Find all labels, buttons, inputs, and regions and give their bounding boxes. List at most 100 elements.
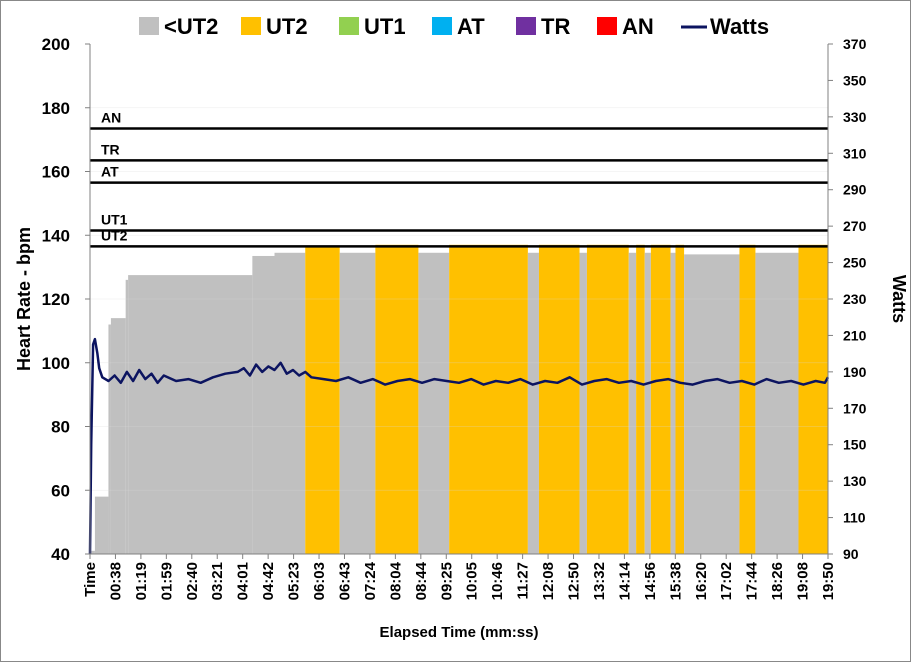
- legend: <UT2 UT2 UT1 AT TR AN Watts: [139, 14, 769, 39]
- left-tick-label: 180: [42, 99, 70, 118]
- x-tick-label: 16:20: [693, 562, 710, 600]
- hr-segment-bar: [128, 275, 253, 554]
- hr-segment-bar: [339, 252, 376, 554]
- left-tick-label: 140: [42, 226, 70, 245]
- x-tick-label: 13:32: [591, 562, 608, 600]
- legend-label: UT1: [364, 14, 406, 39]
- zone-label: AT: [101, 164, 119, 180]
- x-tick-label: 10:46: [489, 562, 506, 600]
- x-tick-label: 15:38: [667, 562, 684, 600]
- x-tick-label: 10:05: [464, 562, 481, 600]
- right-tick-label: 190: [843, 364, 867, 380]
- right-tick-label: 310: [843, 145, 867, 161]
- hr-segment-bar: [636, 244, 645, 554]
- zone-label: UT1: [101, 211, 128, 227]
- zone-label: AN: [101, 109, 121, 125]
- x-tick-label: 12:50: [566, 562, 583, 600]
- y-axis-right-title: Watts: [889, 275, 909, 323]
- x-tick-label: 17:44: [744, 561, 761, 600]
- x-tick-label: 19:50: [820, 562, 837, 600]
- x-tick-label: 06:43: [336, 562, 353, 600]
- hr-segment-bar: [684, 254, 740, 554]
- legend-label: TR: [541, 14, 570, 39]
- hr-segment-bar: [305, 246, 340, 554]
- x-tick-label: 08:44: [413, 561, 430, 600]
- left-tick-label: 100: [42, 354, 70, 373]
- legend-label: Watts: [710, 14, 769, 39]
- x-tick-label: 04:42: [260, 562, 277, 600]
- x-tick-label: 00:38: [107, 562, 124, 600]
- x-tick-label: 09:25: [438, 562, 455, 600]
- hr-segment-bar: [739, 244, 756, 554]
- left-tick-label: 80: [51, 418, 70, 437]
- x-tick-label: 08:04: [387, 561, 404, 600]
- heart-rate-area-series: [91, 244, 828, 554]
- right-tick-label: 170: [843, 400, 867, 416]
- x-tick-label: 06:03: [311, 562, 328, 600]
- right-tick-label: 350: [843, 72, 867, 88]
- hr-segment-bar: [527, 252, 539, 554]
- hr-segment-bar: [274, 252, 306, 554]
- hr-segment-bar: [644, 252, 651, 554]
- right-axis-ticks: 90 110 130 150 170 190 210 230 250 270 290 310 330 35…: [828, 36, 867, 562]
- hr-segment-bar: [94, 496, 109, 554]
- legend-swatch: [339, 17, 359, 35]
- right-tick-label: 230: [843, 291, 867, 307]
- right-tick-label: 150: [843, 437, 867, 453]
- legend-swatch: [139, 17, 159, 35]
- right-tick-label: 270: [843, 218, 867, 234]
- legend-label: UT2: [266, 14, 308, 39]
- left-tick-label: 60: [51, 481, 70, 500]
- hr-segment-bar: [252, 255, 275, 554]
- x-tick-label: 07:24: [362, 561, 379, 600]
- hr-segment-bar: [798, 244, 828, 554]
- hr-segment-bar: [755, 252, 799, 554]
- right-tick-label: 370: [843, 36, 867, 52]
- legend-swatch: [516, 17, 536, 35]
- x-tick-label: 05:23: [286, 562, 303, 600]
- right-tick-label: 210: [843, 327, 867, 343]
- x-tick-label: 19:08: [795, 562, 812, 600]
- watts-series: [88, 337, 830, 555]
- hr-segment-bar: [125, 279, 129, 554]
- hr-segment-bar: [538, 244, 580, 554]
- right-tick-label: 130: [843, 473, 867, 489]
- x-tick-label: 01:59: [158, 562, 175, 600]
- left-tick-label: 160: [42, 163, 70, 182]
- x-tick-label: 01:19: [133, 562, 150, 600]
- hr-segment-bar: [108, 324, 111, 554]
- x-tick-label: 03:21: [209, 562, 226, 600]
- x-tick-label: 14:56: [642, 562, 659, 600]
- x-tick-label: 17:02: [718, 562, 735, 600]
- legend-label: <UT2: [164, 14, 218, 39]
- legend-label: AT: [457, 14, 485, 39]
- left-tick-label: 200: [42, 35, 70, 54]
- legend-swatch: [241, 17, 261, 35]
- hr-segment-bar: [110, 318, 126, 554]
- x-axis-ticks: Time 00:38 01:19 01:59 02:40 03:21 04:01 04:42 0…: [82, 554, 837, 600]
- x-tick-label: Time: [82, 562, 99, 597]
- x-tick-label: 11:27: [515, 562, 532, 600]
- hr-segment-bar: [650, 244, 671, 554]
- hr-segment-bar: [586, 244, 629, 554]
- hr-segment-bar: [675, 244, 685, 554]
- y-axis-left-title: Heart Rate - bpm: [14, 227, 34, 371]
- left-tick-label: 40: [51, 545, 70, 564]
- left-axis-ticks: 40 60 80 100 120 140 160 180 200: [42, 35, 90, 564]
- x-axis-title: Elapsed Time (mm:ss): [380, 624, 539, 641]
- right-tick-label: 250: [843, 255, 867, 271]
- hr-segment-bar: [375, 244, 419, 554]
- zone-label: TR: [101, 141, 120, 157]
- x-tick-label: 12:08: [540, 562, 557, 600]
- hr-segment-bar: [579, 252, 587, 554]
- x-tick-label: 14:14: [616, 561, 633, 600]
- x-tick-label: 18:26: [769, 562, 786, 600]
- right-tick-label: 290: [843, 182, 867, 198]
- hr-segment-bar: [91, 550, 95, 554]
- x-tick-label: 04:01: [235, 562, 252, 600]
- legend-swatch: [432, 17, 452, 35]
- legend-swatch: [597, 17, 617, 35]
- right-tick-label: 90: [843, 546, 859, 562]
- x-tick-label: 02:40: [184, 562, 201, 600]
